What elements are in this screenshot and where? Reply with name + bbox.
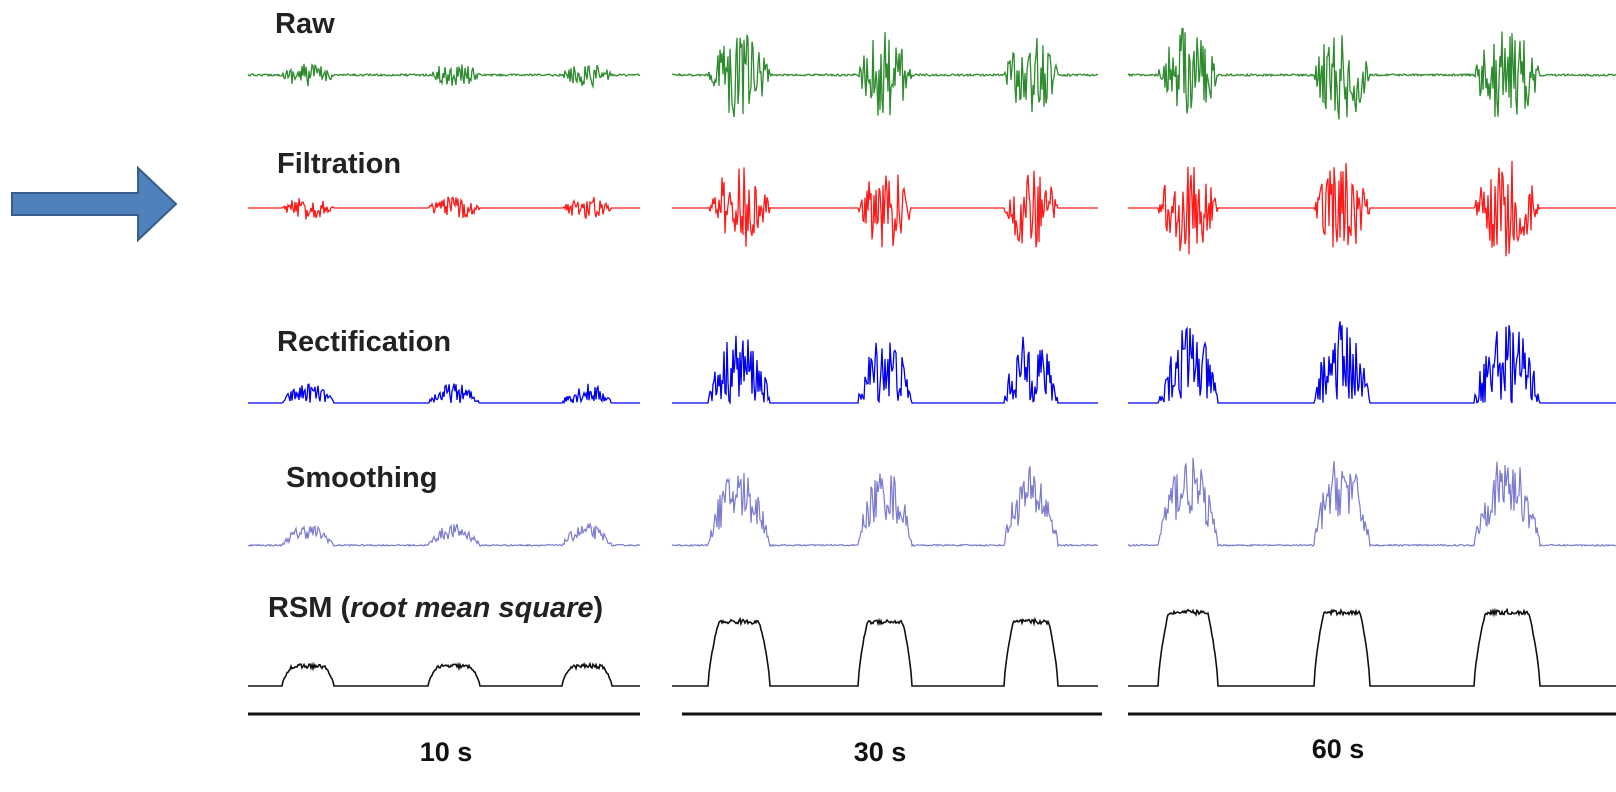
label-rms: RSM (root mean square) bbox=[268, 592, 603, 625]
label-rms-suffix: ) bbox=[593, 592, 604, 624]
rectification-trace-2 bbox=[1128, 321, 1616, 404]
smoothing-trace-2 bbox=[1127, 457, 1616, 548]
rectification-trace-1 bbox=[672, 335, 1098, 405]
rms-trace-0 bbox=[248, 661, 640, 687]
raw-trace-2 bbox=[1127, 27, 1616, 120]
raw-trace-1 bbox=[672, 32, 1099, 118]
raw-trace-0 bbox=[247, 63, 641, 90]
filtration-trace-2 bbox=[1128, 160, 1616, 257]
rectification-trace-0 bbox=[248, 383, 640, 405]
label-rms-italic: root mean square bbox=[350, 592, 594, 624]
rms-trace-2 bbox=[1128, 607, 1616, 687]
label-raw: Raw bbox=[275, 8, 335, 40]
rms-trace-1 bbox=[672, 616, 1098, 687]
duration-60s: 60 s bbox=[1311, 734, 1365, 764]
label-smoothing: Smoothing bbox=[286, 462, 438, 494]
label-rms-prefix: RSM ( bbox=[268, 592, 351, 624]
duration-30s: 30 s bbox=[853, 737, 907, 767]
right-arrow-icon bbox=[11, 165, 178, 243]
label-rectification: Rectification bbox=[277, 326, 452, 358]
smoothing-trace-1 bbox=[671, 466, 1099, 548]
duration-10s: 10 s bbox=[419, 737, 473, 767]
label-filtration: Filtration bbox=[277, 148, 402, 180]
filtration-trace-0 bbox=[248, 196, 640, 220]
smoothing-trace-0 bbox=[247, 521, 641, 547]
filtration-trace-1 bbox=[672, 167, 1098, 248]
